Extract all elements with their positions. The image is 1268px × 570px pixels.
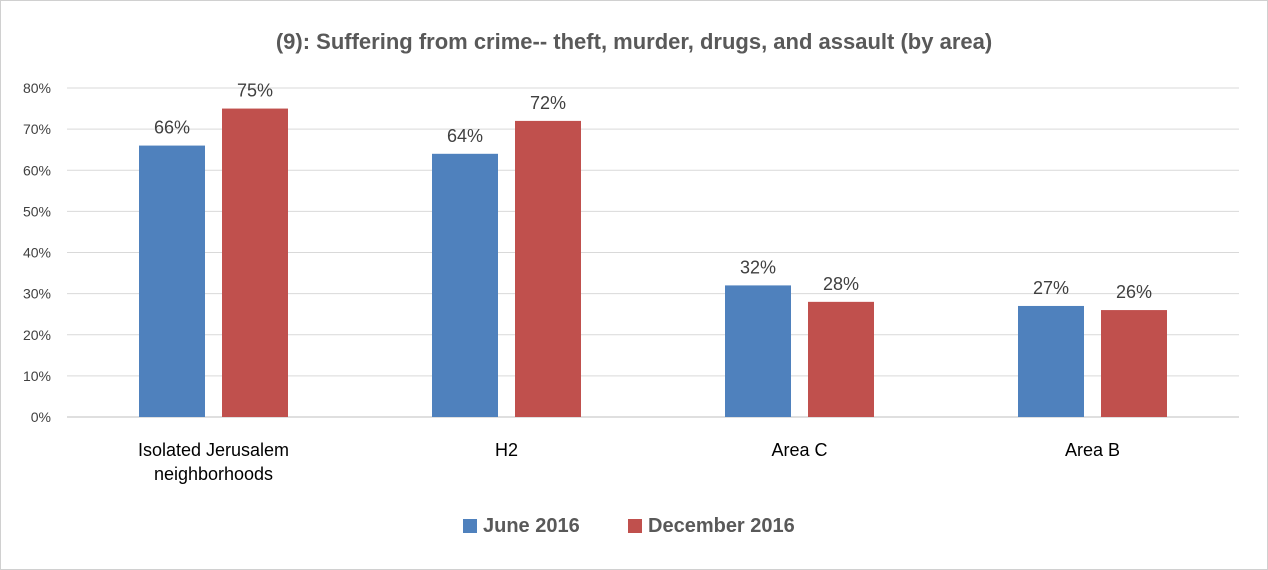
bar xyxy=(1018,305,1084,417)
chart-title: (9): Suffering from crime-- theft, murde… xyxy=(276,29,992,54)
category-label: Area B xyxy=(1065,440,1120,460)
data-label: 66% xyxy=(154,118,190,138)
legend-label: December 2016 xyxy=(648,515,795,537)
y-tick-label: 10% xyxy=(23,368,51,384)
y-axis: 0% 10% 20% 30% 40% 50% 60% 70% 80% xyxy=(23,80,51,425)
category-label: H2 xyxy=(495,440,518,460)
legend-swatch xyxy=(463,519,477,533)
legend-label: June 2016 xyxy=(483,515,580,537)
category-label-line: Area B xyxy=(1065,440,1120,460)
data-label: 27% xyxy=(1033,278,1069,298)
y-tick-label: 80% xyxy=(23,80,51,96)
data-label: 32% xyxy=(740,257,776,277)
bar xyxy=(432,153,498,418)
y-tick-label: 70% xyxy=(23,121,51,137)
bar xyxy=(808,301,874,417)
bar xyxy=(139,145,205,417)
category-label-line: Area C xyxy=(771,440,827,460)
bars xyxy=(139,108,1167,418)
bar xyxy=(222,108,288,417)
category-label-line: Isolated Jerusalem xyxy=(138,440,289,460)
y-tick-label: 60% xyxy=(23,162,51,178)
category-label: Isolated Jerusalem neighborhoods xyxy=(138,440,289,484)
bar xyxy=(725,285,791,417)
bar xyxy=(515,120,581,418)
legend-swatch xyxy=(628,519,642,533)
category-label-line: H2 xyxy=(495,440,518,460)
x-axis: Isolated Jerusalem neighborhoods H2 Area C A… xyxy=(138,440,1120,484)
data-label: 72% xyxy=(530,93,566,113)
y-tick-label: 20% xyxy=(23,327,51,343)
data-label: 75% xyxy=(237,81,273,101)
category-label-line: neighborhoods xyxy=(154,464,273,484)
y-tick-label: 0% xyxy=(31,409,51,425)
data-label: 64% xyxy=(447,126,483,146)
data-labels: 66% 75% 64% 72% 32% 28% 27% 26% xyxy=(154,81,1152,303)
y-tick-label: 30% xyxy=(23,286,51,302)
data-label: 28% xyxy=(823,274,859,294)
y-tick-label: 50% xyxy=(23,203,51,219)
data-label: 26% xyxy=(1116,282,1152,302)
bar xyxy=(1101,310,1167,417)
category-label: Area C xyxy=(771,440,827,460)
y-tick-label: 40% xyxy=(23,245,51,261)
legend: June 2016 December 2016 xyxy=(463,515,795,537)
